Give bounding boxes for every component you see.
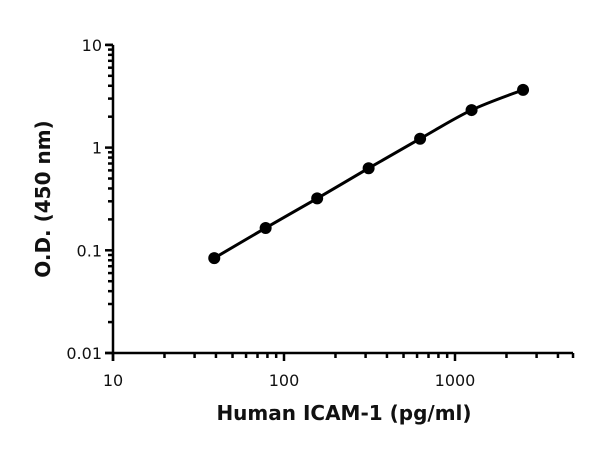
data-point — [517, 83, 530, 96]
data-point — [465, 104, 478, 117]
data-point — [311, 192, 324, 205]
data-point — [259, 221, 272, 234]
data-point — [414, 132, 427, 145]
y-tick-label: 1 — [92, 139, 102, 158]
y-tick-label: 10 — [82, 36, 102, 55]
y-tick-label: 0.01 — [66, 344, 102, 363]
axes: 10 100 1000 0.01 0.1 1 10 — [66, 36, 575, 390]
x-tick-label: 1000 — [435, 371, 476, 390]
data-series — [208, 83, 530, 265]
y-tick-label: 0.1 — [77, 241, 102, 260]
x-axis-label: Human ICAM-1 (pg/ml) — [216, 401, 471, 425]
data-point — [208, 252, 221, 265]
data-point — [362, 162, 375, 175]
y-axis-label: O.D. (450 nm) — [31, 120, 55, 277]
x-tick-label: 10 — [103, 371, 123, 390]
x-tick-label: 100 — [269, 371, 300, 390]
